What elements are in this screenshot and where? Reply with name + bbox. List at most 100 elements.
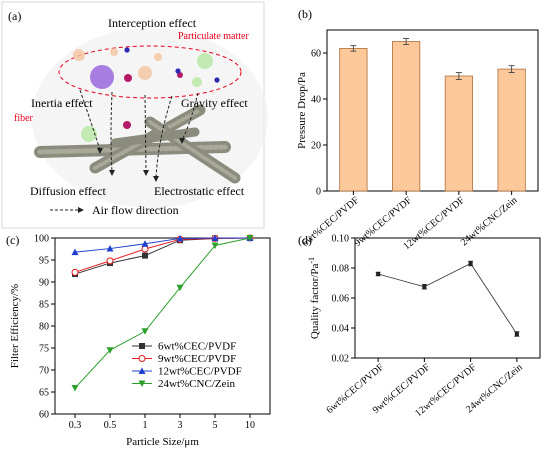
y-tick-label: 60: [39, 410, 49, 421]
point: [138, 380, 146, 387]
trajectory-arrowheads: [97, 138, 185, 182]
label-diffusion: Diffusion effect: [30, 184, 107, 198]
particle: [110, 48, 118, 56]
x-tick-label: 0.3: [69, 420, 82, 431]
panel-a-letter: (a): [8, 9, 21, 23]
label-airflow: Air flow direction: [92, 203, 179, 217]
particulate-zone-outline: [58, 45, 242, 99]
legend-label: 24wt%CNC/Zein: [158, 378, 235, 390]
panel-d-line-chart: (d) 0.020.040.060.080.106wt%CEC/PVDF9wt%…: [298, 233, 541, 419]
label-interception: Interception effect: [108, 16, 197, 30]
ylabel-superscript: -1: [307, 257, 316, 264]
particle: [214, 77, 220, 83]
bar: [444, 75, 473, 192]
y-tick-label: 0.04: [332, 324, 350, 335]
y-tick-label: 70: [39, 366, 49, 377]
point: [138, 367, 146, 374]
large-particle: [90, 65, 114, 89]
x-tick-label: 0.5: [104, 420, 117, 431]
y-tick-label: 0.06: [332, 294, 350, 305]
y-tick-label: 40: [311, 95, 321, 106]
panel-c-letter: (c): [6, 233, 19, 247]
point: [106, 245, 114, 252]
particle: [73, 49, 85, 61]
point: [139, 343, 145, 349]
x-tick-label: 24wt%CNC/Zein: [459, 195, 520, 248]
point: [376, 272, 381, 276]
y-tick-label: 75: [39, 344, 49, 355]
point: [71, 385, 79, 392]
fiber-network: [34, 104, 241, 184]
point: [176, 284, 184, 292]
particle: [192, 77, 202, 87]
panel-b-letter: (b): [298, 7, 312, 21]
label-gravity: Gravity effect: [181, 96, 248, 110]
y-tick-label: 0.10: [332, 234, 350, 245]
panel-b-bar-chart: (b) 02040606wt%CEC/PVDF9wt%CEC/PVDF12wt%…: [296, 7, 539, 252]
x-tick-label: 3: [178, 420, 183, 431]
panel-c-marks: 60 65 70 75 80 85 90 95 100 0.3 0.5 1 3 5 10: [34, 234, 255, 432]
point: [141, 240, 149, 247]
panel-b-ylabel: Pressure Drop/Pa: [296, 72, 308, 149]
particle: [138, 66, 152, 80]
point: [468, 261, 473, 266]
label-fiber: fiber: [14, 113, 34, 124]
y-tick-label: 90: [39, 278, 49, 289]
point: [138, 355, 146, 362]
y-tick-label: 95: [39, 256, 49, 267]
particle: [175, 68, 181, 74]
y-tick-label: 0.02: [332, 354, 350, 365]
point: [422, 284, 427, 289]
x-tick-label: 5: [213, 420, 218, 431]
panel-c-ylabel: Filter Efficiency/%: [9, 284, 21, 368]
y-tick-label: 80: [39, 322, 49, 333]
panel-d-letter: (d): [298, 233, 312, 247]
bar: [339, 48, 368, 192]
y-tick-label: 20: [311, 141, 321, 152]
point: [176, 234, 184, 242]
panel-c-xlabel: Particle Size/μm: [126, 436, 199, 448]
point: [106, 257, 114, 265]
x-tick-label: 10: [245, 420, 255, 431]
panel-d-plot-frame: [354, 237, 541, 359]
airflow-arrowhead: [78, 207, 84, 213]
y-tick-label: 85: [39, 300, 49, 311]
series-line: [378, 262, 518, 335]
legend-label: 6wt%CEC/PVDF: [158, 341, 236, 353]
y-tick-label: 0.08: [332, 264, 350, 275]
panel-b-marks: 02040606wt%CEC/PVDF9wt%CEC/PVDF12wt%CEC/…: [300, 38, 526, 252]
legend-label: 9wt%CEC/PVDF: [158, 353, 236, 365]
point: [141, 328, 149, 335]
point: [211, 234, 219, 241]
label-particulate: Particulate matter: [178, 31, 249, 42]
panel-a-schematic: (a): [1, 1, 268, 229]
panel-c-line-chart: (c) 60 65 70 75 80 85 90 95 100 0.3 0.5 1 3 5 10 6wt%C…: [6, 233, 271, 448]
point: [142, 252, 148, 259]
y-tick-label: 60: [311, 49, 321, 60]
point: [514, 332, 519, 336]
bar: [497, 68, 526, 192]
point: [141, 245, 149, 253]
x-tick-label: 1: [143, 420, 148, 431]
point: [106, 347, 114, 354]
panel-d-ylabel: Quality factor/Pa-1: [307, 257, 321, 339]
y-tick-label: 0: [316, 187, 321, 198]
label-electrostatic: Electrostatic effect: [154, 184, 245, 198]
particle: [124, 74, 132, 82]
point: [71, 248, 79, 256]
panel-c-legend: 6wt%CEC/PVDF9wt%CEC/PVDF12wt%CEC/PVDF24w…: [132, 341, 242, 390]
bar: [392, 41, 421, 192]
legend-label: 12wt%CEC/PVDF: [158, 366, 242, 378]
series-line: [74, 237, 251, 389]
label-inertia: Inertia effect: [31, 96, 93, 110]
series-line: [74, 237, 250, 253]
point: [71, 268, 79, 276]
particle: [154, 53, 162, 61]
y-tick-label: 65: [39, 388, 49, 399]
point: [211, 242, 219, 249]
particle: [197, 53, 213, 69]
point: [246, 235, 254, 242]
particle: [123, 121, 131, 129]
panel-b-plot-frame: [326, 29, 539, 192]
